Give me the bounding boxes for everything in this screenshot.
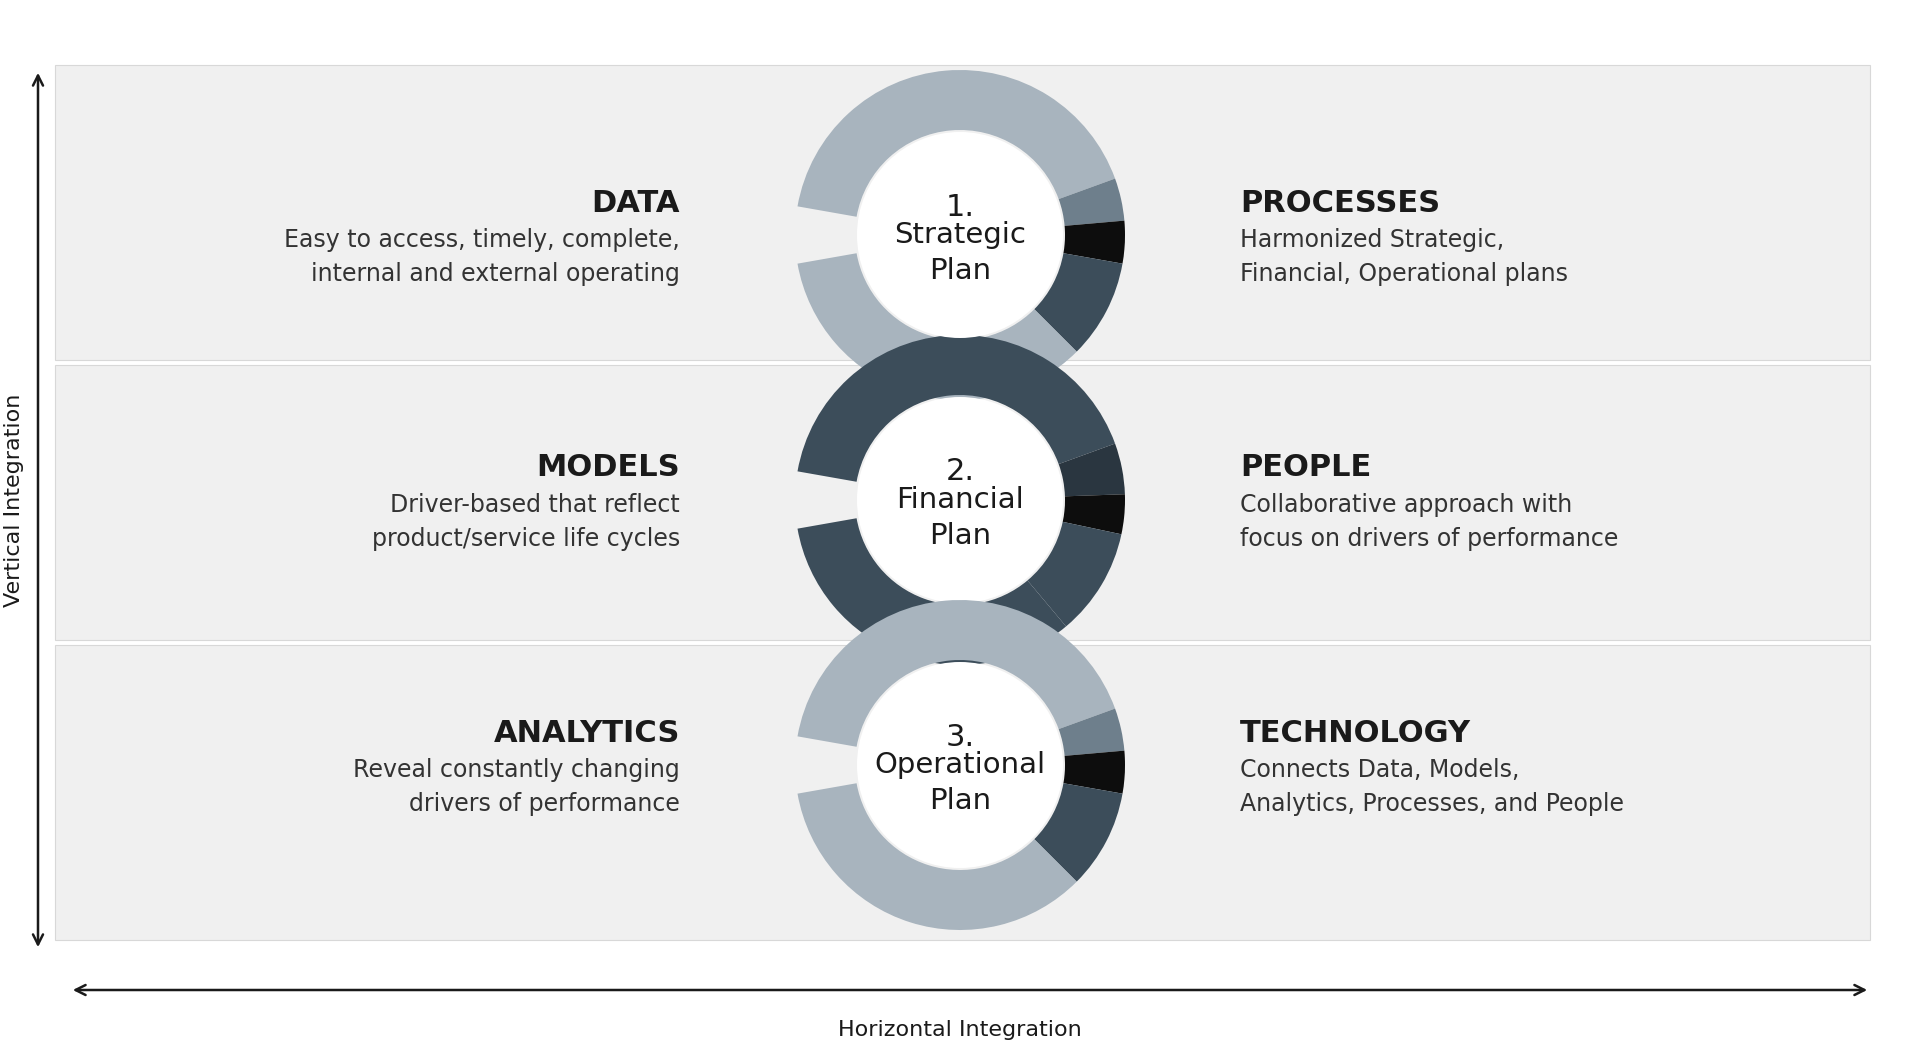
Bar bbox=[56, 644, 1870, 940]
Text: Operational
Plan: Operational Plan bbox=[874, 750, 1046, 815]
Wedge shape bbox=[1058, 443, 1125, 496]
Wedge shape bbox=[1058, 708, 1125, 756]
Wedge shape bbox=[1035, 253, 1123, 352]
Text: PROCESSES: PROCESSES bbox=[1240, 189, 1440, 217]
Text: Vertical Integration: Vertical Integration bbox=[4, 393, 25, 606]
Wedge shape bbox=[797, 518, 1066, 665]
Wedge shape bbox=[797, 600, 1116, 746]
Circle shape bbox=[856, 662, 1064, 868]
Text: Harmonized Strategic,
Financial, Operational plans: Harmonized Strategic, Financial, Operati… bbox=[1240, 228, 1569, 286]
Text: PEOPLE: PEOPLE bbox=[1240, 454, 1371, 482]
Wedge shape bbox=[1062, 500, 1125, 534]
Text: MODELS: MODELS bbox=[536, 454, 680, 482]
Wedge shape bbox=[1027, 522, 1121, 626]
Wedge shape bbox=[797, 783, 1077, 930]
Wedge shape bbox=[1064, 765, 1125, 794]
Text: Reveal constantly changing
drivers of performance: Reveal constantly changing drivers of pe… bbox=[353, 758, 680, 816]
Text: 2.: 2. bbox=[945, 458, 975, 487]
Circle shape bbox=[856, 132, 1064, 338]
Wedge shape bbox=[1066, 494, 1125, 500]
Circle shape bbox=[856, 398, 1064, 603]
Wedge shape bbox=[1064, 235, 1125, 264]
Text: ANALYTICS: ANALYTICS bbox=[493, 719, 680, 747]
Text: DATA: DATA bbox=[591, 189, 680, 217]
Text: Connects Data, Models,
Analytics, Processes, and People: Connects Data, Models, Analytics, Proces… bbox=[1240, 758, 1624, 816]
Text: Strategic
Plan: Strategic Plan bbox=[895, 220, 1025, 285]
Text: Collaborative approach with
focus on drivers of performance: Collaborative approach with focus on dri… bbox=[1240, 493, 1619, 551]
Wedge shape bbox=[797, 253, 1077, 400]
Text: Financial
Plan: Financial Plan bbox=[897, 485, 1023, 550]
Wedge shape bbox=[1064, 750, 1125, 765]
Text: Horizontal Integration: Horizontal Integration bbox=[839, 1020, 1081, 1040]
Wedge shape bbox=[797, 335, 1116, 481]
Text: 1.: 1. bbox=[945, 193, 975, 222]
Wedge shape bbox=[1064, 220, 1125, 235]
Bar bbox=[56, 65, 1870, 360]
Text: TECHNOLOGY: TECHNOLOGY bbox=[1240, 719, 1471, 747]
Wedge shape bbox=[797, 70, 1116, 216]
Wedge shape bbox=[1058, 178, 1125, 226]
Wedge shape bbox=[1035, 783, 1123, 882]
Bar bbox=[56, 365, 1870, 640]
Text: Easy to access, timely, complete,
internal and external operating: Easy to access, timely, complete, intern… bbox=[284, 228, 680, 286]
Text: Driver-based that reflect
product/service life cycles: Driver-based that reflect product/servic… bbox=[372, 493, 680, 551]
Text: 3.: 3. bbox=[945, 723, 975, 752]
